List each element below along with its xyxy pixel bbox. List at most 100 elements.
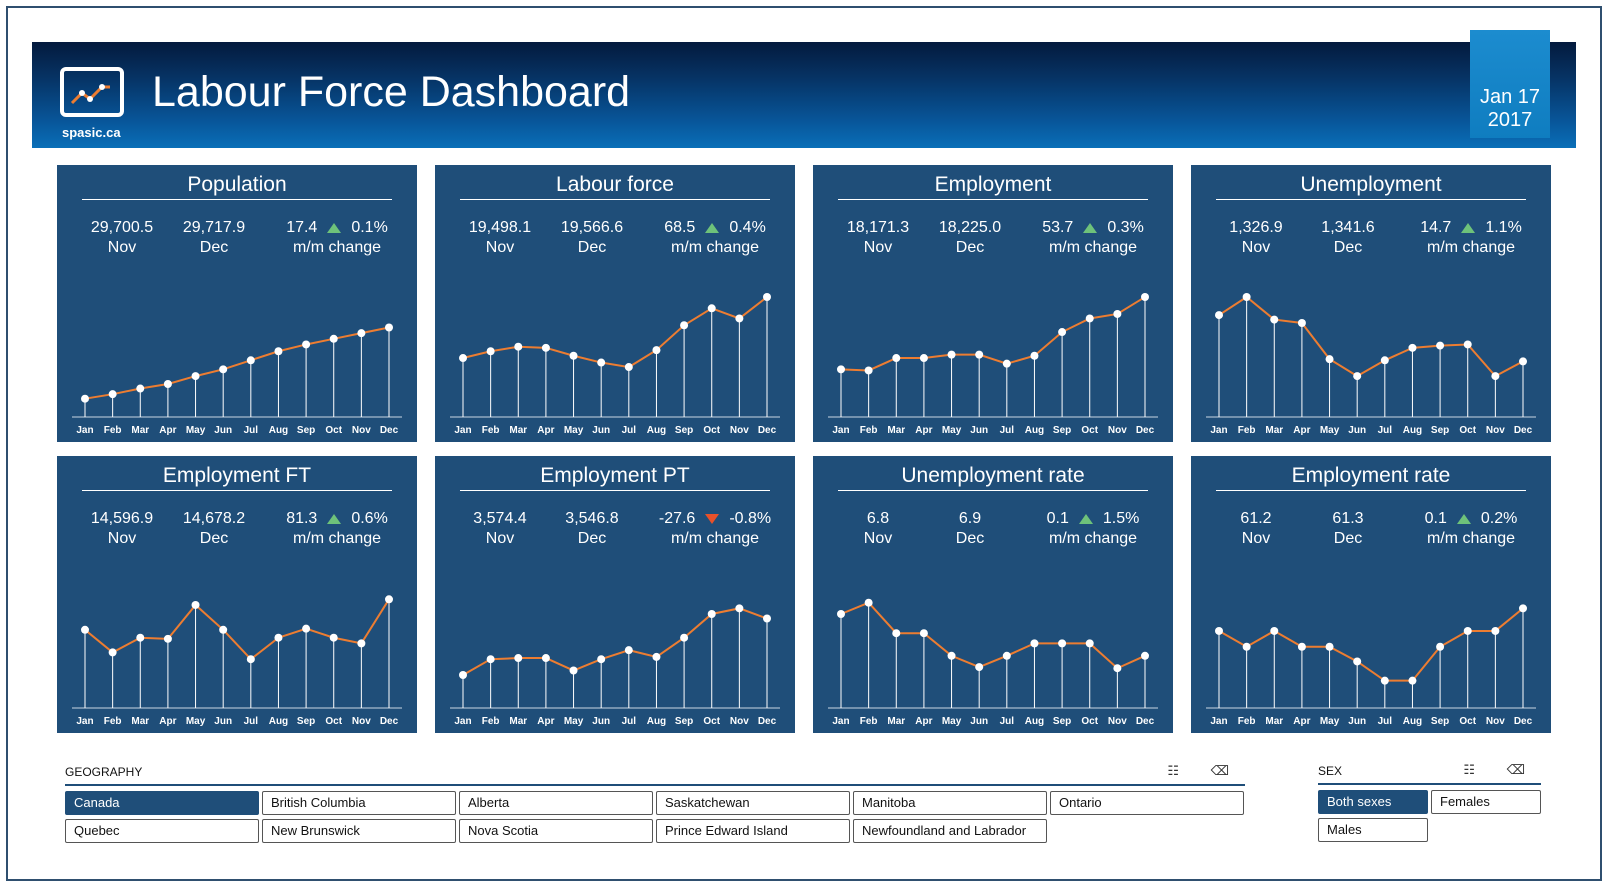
data-point: [329, 334, 338, 343]
data-point: [1113, 664, 1122, 673]
series-line: [84, 598, 390, 661]
month-tick-label: Sep: [675, 425, 693, 436]
data-point: [1436, 642, 1445, 651]
geography-option-nova-scotia[interactable]: Nova Scotia: [459, 819, 653, 843]
data-point: [947, 651, 956, 660]
data-point: [1353, 372, 1362, 381]
data-point: [1463, 340, 1472, 349]
geography-option-canada[interactable]: Canada: [65, 791, 259, 815]
change-value: 81.3: [286, 510, 318, 527]
nov-label: Nov: [863, 239, 893, 256]
data-point: [302, 624, 311, 633]
panel-title: Employment rate: [1216, 462, 1526, 491]
geography-option-british-columbia[interactable]: British Columbia: [262, 791, 456, 815]
month-tick-label: Jan: [832, 425, 849, 436]
series-line: [1218, 295, 1524, 378]
data-point: [1491, 626, 1500, 635]
month-tick-label: Mar: [131, 716, 149, 727]
month-tick-label: Dec: [380, 425, 399, 436]
month-tick-label: Apr: [159, 425, 176, 436]
panel-title: Unemployment: [1216, 171, 1526, 200]
data-point: [1408, 343, 1417, 352]
sex-option-females[interactable]: Females: [1431, 790, 1541, 814]
data-point: [514, 654, 523, 663]
geography-option-ontario[interactable]: Ontario: [1050, 791, 1244, 815]
data-point: [680, 633, 689, 642]
data-point: [385, 595, 393, 604]
month-tick-label: Jun: [970, 716, 988, 727]
data-point: [541, 343, 550, 352]
page-title: Labour Force Dashboard: [152, 68, 631, 116]
change-value: -27.6: [658, 510, 696, 527]
change-percent: 0.4%: [729, 219, 766, 236]
dec-value: 18,225.0: [938, 219, 1002, 236]
logo-text: spasic.ca: [62, 125, 121, 140]
month-tick-label: Mar: [509, 425, 527, 436]
geography-option-manitoba[interactable]: Manitoba: [853, 791, 1047, 815]
geography-option-prince-edward-island[interactable]: Prince Edward Island: [656, 819, 850, 843]
change-metric: 14.7 1.1% m/m change: [1401, 218, 1541, 258]
data-point: [892, 354, 901, 363]
dec-value: 3,546.8: [565, 510, 619, 527]
sex-option-males[interactable]: Males: [1318, 818, 1428, 842]
geography-option-new-brunswick[interactable]: New Brunswick: [262, 819, 456, 843]
panel-title: Labour force: [460, 171, 770, 200]
change-value: 53.7: [1042, 219, 1074, 236]
nov-value: 14,596.9: [90, 510, 154, 527]
geography-slicer-tools-icon[interactable]: ☷ ⌫: [1167, 763, 1243, 778]
geography-option-saskatchewan[interactable]: Saskatchewan: [656, 791, 850, 815]
nov-value: 61.2: [1240, 510, 1272, 527]
data-point: [763, 293, 771, 301]
geography-option-alberta[interactable]: Alberta: [459, 791, 653, 815]
month-tick-label: Apr: [915, 716, 932, 727]
dec-metric: 3,546.8 Dec: [537, 509, 647, 549]
kpi-panel: Labour force 19,498.1 Nov 19,566.6 Dec 68.5 0.…: [435, 165, 795, 442]
data-point: [191, 600, 200, 609]
data-point: [219, 365, 228, 374]
data-point: [652, 652, 661, 661]
data-point: [707, 304, 716, 313]
data-point: [1325, 642, 1334, 651]
month-tick-label: Jan: [454, 425, 471, 436]
kpi-panel: Employment rate 61.2 Nov 61.3 Dec 0.1 0.2% m/m …: [1191, 456, 1551, 733]
data-point: [486, 655, 495, 664]
data-point: [219, 625, 228, 634]
trend-chart: Jan Feb Mar Apr May Jun Jul Aug Sep Oct Nov Dec: [828, 293, 1158, 436]
month-tick-label: Nov: [730, 425, 749, 436]
month-tick-label: Mar: [887, 716, 905, 727]
month-tick-label: Mar: [887, 425, 905, 436]
data-point: [81, 625, 89, 634]
data-point: [1353, 657, 1362, 666]
data-point: [108, 648, 117, 657]
month-tick-label: Jan: [1210, 425, 1227, 436]
series-line: [1218, 607, 1524, 682]
sex-slicer-tools-icon[interactable]: ☷ ⌫: [1463, 762, 1539, 777]
nov-value: 1,326.9: [1229, 219, 1283, 236]
geography-option-quebec[interactable]: Quebec: [65, 819, 259, 843]
nov-value: 18,171.3: [846, 219, 910, 236]
data-point: [597, 358, 606, 367]
nov-label: Nov: [485, 239, 515, 256]
nov-metric: 6.8 Nov: [823, 509, 933, 549]
data-point: [1436, 341, 1445, 350]
month-tick-label: Jul: [1000, 716, 1015, 727]
month-tick-label: Oct: [1459, 716, 1476, 727]
trend-chart: Jan Feb Mar Apr May Jun Jul Aug Sep Oct Nov Dec: [72, 323, 402, 436]
sex-option-both-sexes[interactable]: Both sexes: [1318, 790, 1428, 814]
change-percent: -0.8%: [729, 510, 772, 527]
month-tick-label: Jun: [970, 425, 988, 436]
month-tick-label: Jan: [76, 425, 93, 436]
month-tick-label: Sep: [1431, 716, 1449, 727]
nov-metric: 14,596.9 Nov: [67, 509, 177, 549]
data-point: [975, 663, 984, 672]
month-tick-label: Dec: [1136, 716, 1155, 727]
month-tick-label: May: [564, 716, 584, 727]
geography-option-newfoundland-and-labrador[interactable]: Newfoundland and Labrador: [853, 819, 1047, 843]
change-label: m/m change: [1426, 239, 1516, 256]
triangle-up-icon: [705, 222, 720, 233]
data-point: [652, 346, 661, 355]
month-tick-label: Nov: [1108, 716, 1127, 727]
month-tick-label: Aug: [1025, 716, 1044, 727]
month-tick-label: Oct: [703, 716, 720, 727]
nov-label: Nov: [1241, 530, 1271, 547]
